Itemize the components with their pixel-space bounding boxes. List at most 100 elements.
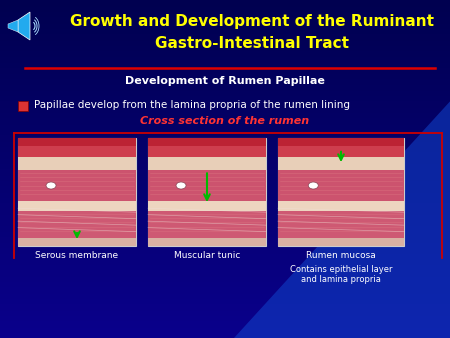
Bar — [0, 270, 450, 273]
Bar — [148, 138, 266, 146]
Bar — [0, 0, 450, 3]
Bar — [0, 64, 450, 67]
Bar — [0, 63, 450, 65]
Bar — [0, 297, 450, 300]
Bar — [18, 138, 136, 158]
Bar — [0, 196, 450, 199]
Bar — [0, 210, 450, 212]
Bar — [0, 29, 450, 31]
Bar — [0, 228, 450, 231]
Bar — [0, 242, 450, 244]
Bar — [0, 188, 450, 190]
Bar — [0, 204, 450, 207]
Bar — [0, 127, 450, 129]
Bar — [0, 216, 450, 219]
Bar — [0, 245, 450, 248]
Bar — [0, 7, 450, 9]
Bar — [278, 238, 404, 246]
Bar — [278, 138, 404, 246]
Bar — [0, 275, 450, 278]
Bar — [0, 120, 450, 123]
Bar — [0, 314, 450, 317]
Bar — [18, 170, 136, 201]
Bar — [0, 292, 450, 295]
Bar — [0, 323, 450, 325]
Bar — [0, 112, 450, 114]
Bar — [0, 25, 450, 28]
Bar — [0, 264, 450, 266]
Bar — [0, 269, 450, 271]
Bar — [0, 238, 450, 241]
Text: Cross section of the rumen: Cross section of the rumen — [140, 116, 310, 126]
Polygon shape — [8, 20, 18, 32]
Bar — [0, 167, 450, 170]
Bar — [0, 198, 450, 200]
Bar — [0, 221, 450, 224]
Bar — [0, 250, 450, 253]
Bar — [0, 59, 450, 62]
Bar — [0, 51, 450, 53]
Bar — [0, 291, 450, 293]
Bar — [0, 130, 450, 133]
Bar — [0, 68, 450, 70]
Bar — [0, 14, 450, 16]
Bar — [0, 265, 450, 268]
Bar — [0, 2, 450, 4]
Bar — [0, 311, 450, 314]
Bar — [0, 113, 450, 116]
Text: Development of Rumen Papillae: Development of Rumen Papillae — [125, 76, 325, 86]
Bar — [0, 155, 450, 158]
Bar — [0, 12, 450, 15]
Text: Papillae develop from the lamina propria of the rumen lining: Papillae develop from the lamina propria… — [34, 100, 350, 110]
Bar — [18, 201, 136, 212]
Bar — [0, 123, 450, 126]
Bar — [0, 220, 450, 222]
Bar — [0, 232, 450, 234]
Bar — [0, 262, 450, 265]
Bar — [0, 164, 450, 167]
Bar — [0, 206, 450, 209]
Bar — [148, 201, 266, 212]
Bar — [0, 201, 450, 204]
Bar — [18, 212, 136, 238]
Bar — [0, 10, 450, 13]
Ellipse shape — [176, 182, 186, 189]
Bar — [0, 299, 450, 302]
Bar — [0, 318, 450, 320]
Bar — [0, 30, 450, 33]
Bar — [0, 157, 450, 160]
Bar — [0, 139, 450, 141]
Bar — [0, 306, 450, 309]
Bar — [0, 147, 450, 150]
Bar — [0, 248, 450, 251]
Bar — [0, 308, 450, 310]
Bar — [0, 69, 450, 72]
Bar — [0, 73, 450, 75]
Bar — [0, 237, 450, 239]
Text: Rumen mucosa: Rumen mucosa — [306, 251, 376, 260]
Bar — [0, 95, 450, 97]
Bar — [0, 15, 450, 18]
Bar — [0, 86, 450, 89]
Bar — [0, 101, 450, 104]
Bar — [0, 137, 450, 140]
Bar — [278, 158, 404, 170]
Bar — [0, 47, 450, 50]
Bar — [148, 138, 266, 158]
Bar — [0, 235, 450, 238]
Bar — [0, 122, 450, 124]
Bar — [0, 294, 450, 297]
Bar — [0, 110, 450, 113]
Bar — [0, 88, 450, 91]
Bar — [148, 238, 266, 246]
Bar — [0, 41, 450, 43]
Bar — [0, 46, 450, 48]
Bar — [0, 96, 450, 99]
Bar — [0, 333, 450, 336]
Bar — [278, 212, 404, 238]
Bar — [0, 223, 450, 226]
Bar — [0, 128, 450, 131]
Bar — [0, 56, 450, 58]
Bar — [0, 179, 450, 182]
Bar — [0, 74, 450, 77]
